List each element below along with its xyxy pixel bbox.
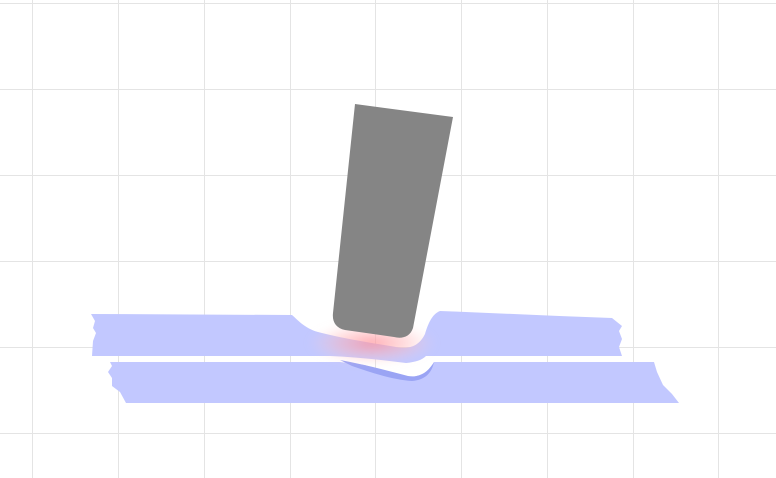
top-sheet <box>91 311 622 363</box>
bottom-sheet-dent <box>340 360 434 381</box>
bottom-sheet <box>108 362 679 403</box>
punch-tool <box>332 104 453 338</box>
